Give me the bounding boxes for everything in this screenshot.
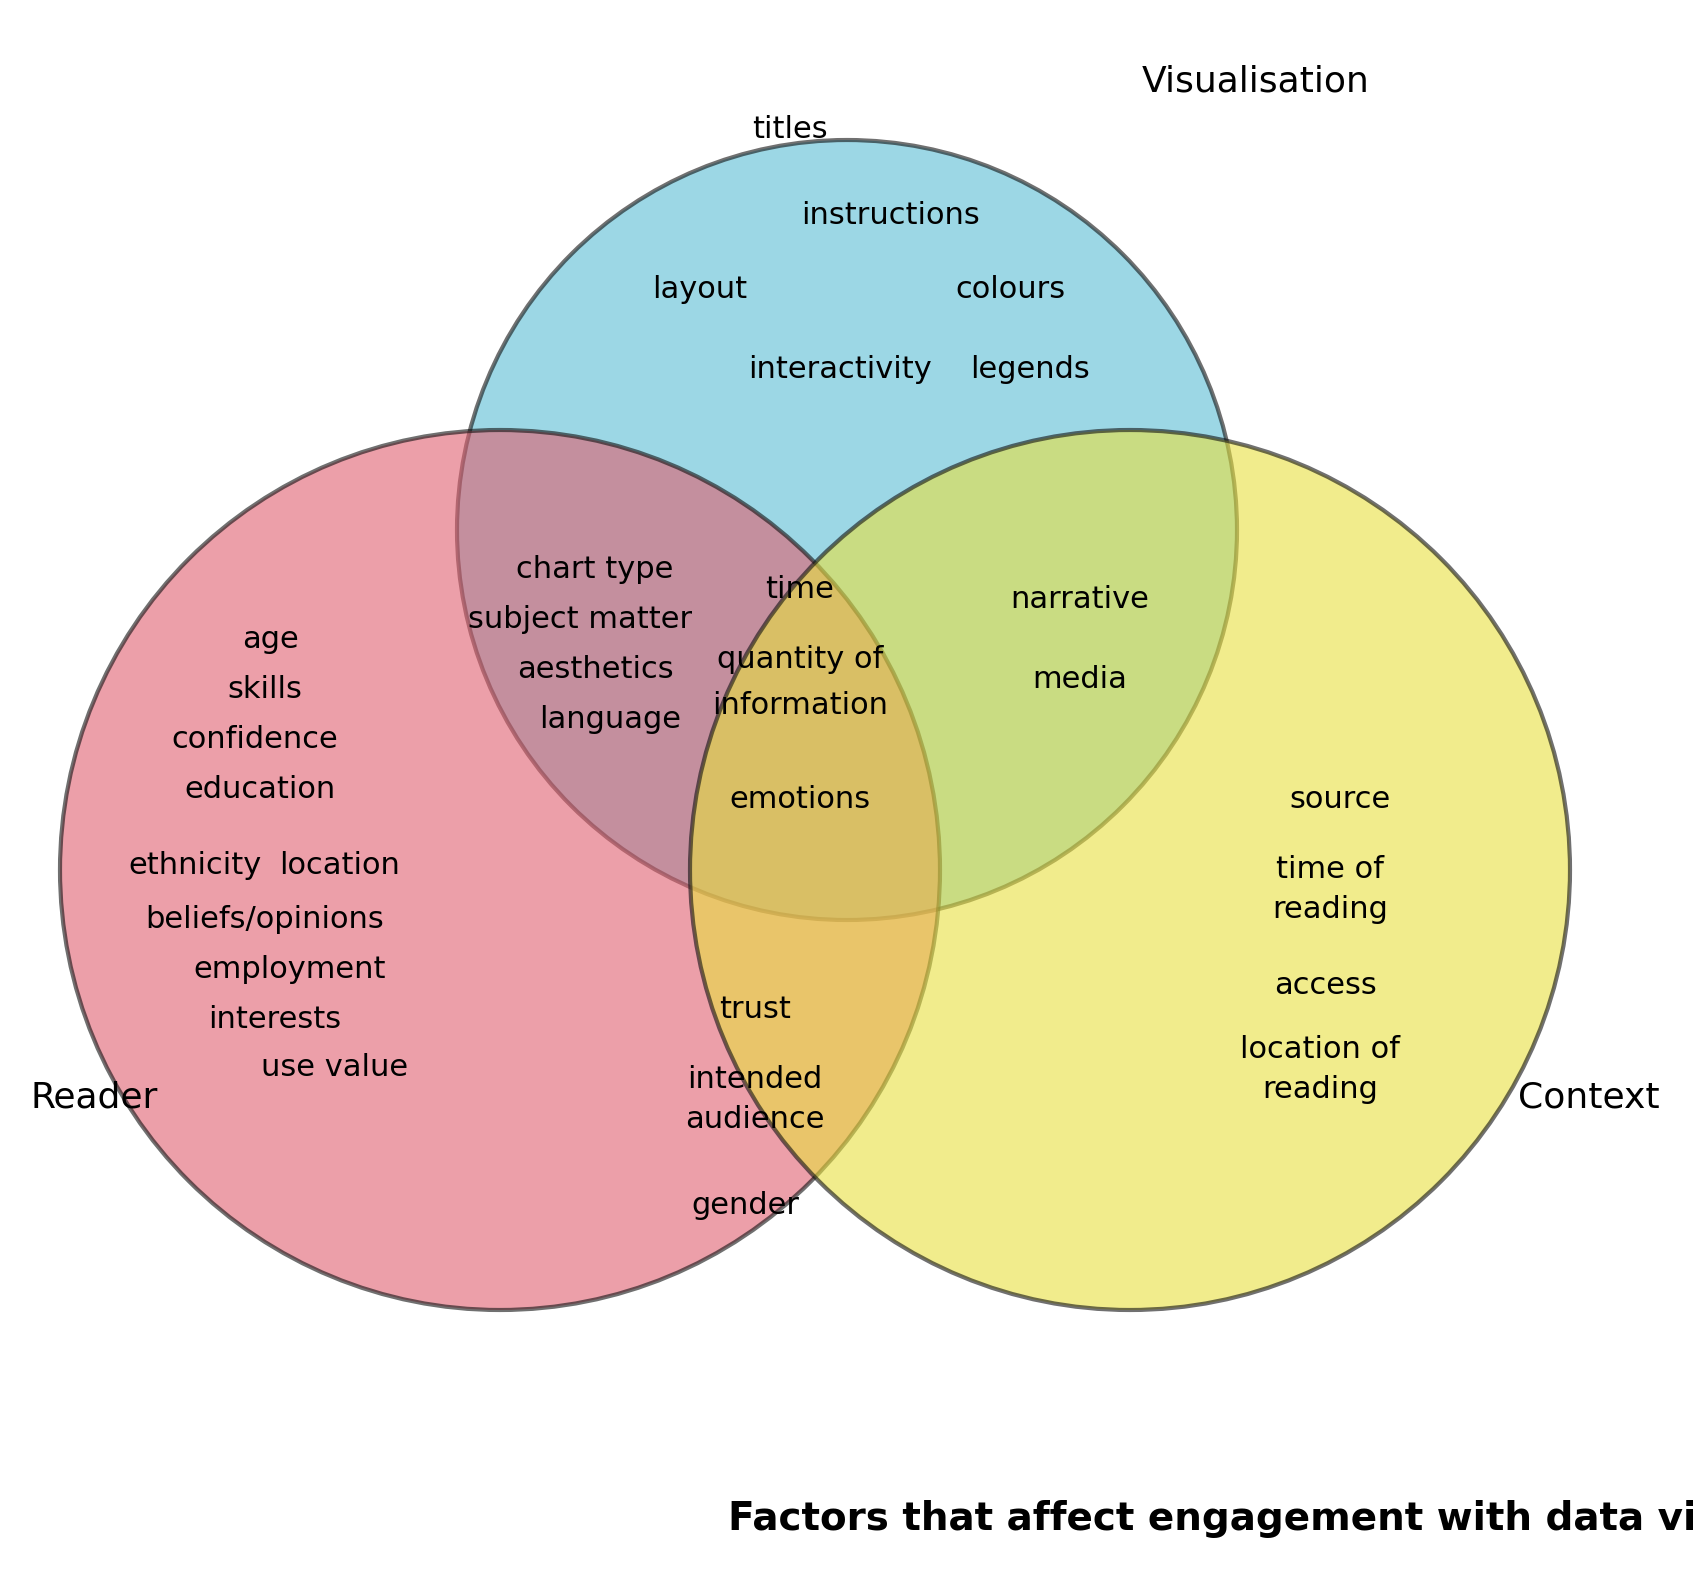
Text: use value: use value xyxy=(261,1053,408,1083)
Text: chart type: chart type xyxy=(517,556,674,584)
Text: age: age xyxy=(242,625,298,655)
Text: time of: time of xyxy=(1276,856,1384,884)
Text: instructions: instructions xyxy=(801,201,979,229)
Text: subject matter: subject matter xyxy=(468,605,693,635)
Text: language: language xyxy=(539,706,681,734)
Text: ethnicity: ethnicity xyxy=(129,851,261,880)
Text: colours: colours xyxy=(955,275,1066,305)
Text: education: education xyxy=(185,775,335,804)
Ellipse shape xyxy=(59,429,940,1311)
Text: layout: layout xyxy=(652,275,747,305)
Text: Factors that affect engagement with data visualisations: Factors that affect engagement with data… xyxy=(728,1500,1694,1538)
Text: location of: location of xyxy=(1240,1036,1399,1064)
Ellipse shape xyxy=(689,429,1570,1311)
Text: beliefs/opinions: beliefs/opinions xyxy=(146,905,385,935)
Text: emotions: emotions xyxy=(730,785,871,815)
Text: source: source xyxy=(1289,785,1391,815)
Text: Visualisation: Visualisation xyxy=(1142,65,1370,99)
Text: interests: interests xyxy=(208,1006,342,1034)
Text: time: time xyxy=(766,575,835,605)
Text: interactivity: interactivity xyxy=(749,355,932,385)
Text: reading: reading xyxy=(1272,895,1387,924)
Text: location: location xyxy=(280,851,400,880)
Text: reading: reading xyxy=(1262,1075,1377,1104)
Text: narrative: narrative xyxy=(1011,586,1150,614)
Text: Context: Context xyxy=(1518,1080,1660,1115)
Text: Reader: Reader xyxy=(30,1080,158,1115)
Text: audience: audience xyxy=(686,1105,825,1134)
Ellipse shape xyxy=(457,141,1237,921)
Text: titles: titles xyxy=(752,115,828,145)
Text: quantity of: quantity of xyxy=(717,646,883,674)
Text: gender: gender xyxy=(691,1191,800,1219)
Text: aesthetics: aesthetics xyxy=(517,655,673,685)
Text: legends: legends xyxy=(971,355,1089,385)
Text: confidence: confidence xyxy=(171,725,339,755)
Text: access: access xyxy=(1274,971,1376,1000)
Text: information: information xyxy=(711,690,888,720)
Text: skills: skills xyxy=(227,676,303,704)
Text: media: media xyxy=(1033,665,1128,695)
Text: intended: intended xyxy=(688,1066,823,1094)
Text: employment: employment xyxy=(193,955,386,984)
Text: trust: trust xyxy=(718,995,791,1025)
